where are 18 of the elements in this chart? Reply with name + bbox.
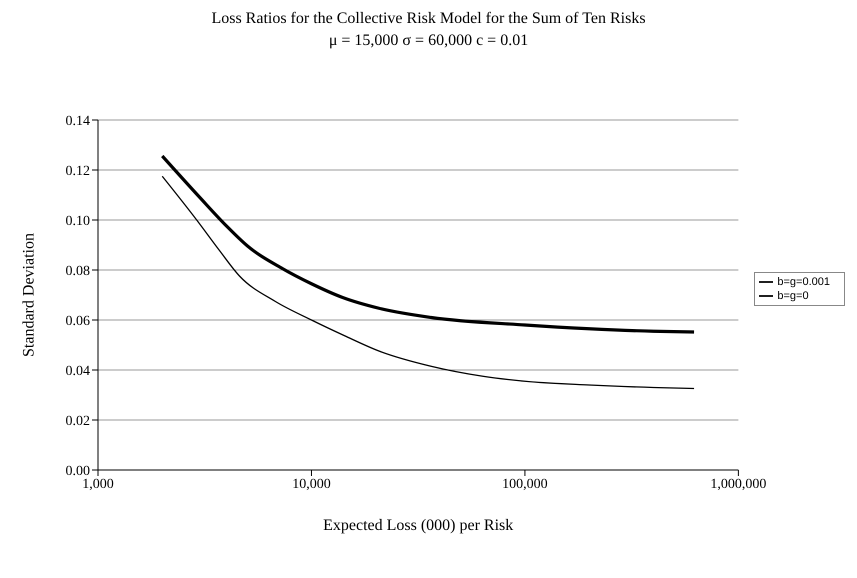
y-tick-label: 0.08: [66, 264, 90, 279]
y-tick-label: 0.02: [66, 414, 90, 429]
y-tick-label: 0.10: [66, 214, 90, 229]
chart-title: Loss Ratios for the Collective Risk Model for the Sum of Ten Risks: [210, 10, 647, 28]
y-tick-label: 0.04: [66, 364, 90, 379]
x-tick-label: 10,000: [292, 476, 331, 492]
legend-label: b=g=0: [777, 290, 809, 302]
y-tick-label: 0.14: [66, 114, 90, 129]
legend-label: b=g=0.001: [777, 276, 830, 288]
y-tick-label: 0.12: [66, 164, 90, 179]
x-tick-label: 1,000,000: [710, 476, 766, 492]
chart-subtitle: μ = 15,000 σ = 60,000 c = 0.01: [328, 32, 530, 50]
y-tick-label: 0.06: [66, 314, 90, 329]
x-tick-label: 1,000: [82, 476, 114, 492]
y-tick-label: 0.00: [66, 464, 90, 479]
y-axis-title: Standard Deviation: [20, 233, 38, 357]
x-tick-label: 100,000: [502, 476, 548, 492]
x-axis-title: Expected Loss (000) per Risk: [323, 517, 514, 534]
